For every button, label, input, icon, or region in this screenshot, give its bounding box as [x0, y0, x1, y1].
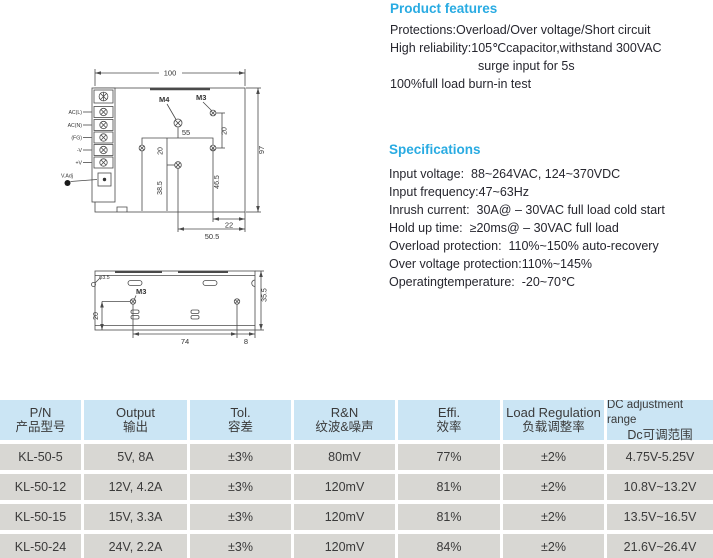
dim-hole-span: 74: [181, 337, 189, 346]
col-header-en: Output: [115, 405, 156, 420]
product-features-section: Product features Protections:Overload/Ov…: [390, 1, 712, 93]
terminal-label-minusv: -V: [77, 148, 83, 154]
spec-line-overload-protection: Overload protection: 110%~150% auto-reco…: [389, 239, 659, 253]
col-header-tolerance: Tol. 容差: [190, 400, 291, 440]
col-header-zh: 容差: [227, 420, 253, 434]
side-screw-label-m3: M3: [136, 287, 146, 296]
side-view-drawing: φ3.5 M3 20 74 8 35.5: [91, 270, 269, 346]
spec-line-inrush-current: Inrush current: 30A@ – 30VAC full load c…: [389, 203, 665, 217]
spec-line-holdup-time: Hold up time: ≥20ms@ – 30VAC full load: [389, 221, 619, 235]
cell-load-regulation: ±2%: [503, 534, 604, 558]
col-header-zh: 输出: [122, 420, 148, 434]
dim-hole-span-x: 55: [182, 128, 190, 137]
cell-pn: KL-50-15: [0, 504, 81, 530]
col-header-load-regulation: Load Regulation 负载调整率: [503, 400, 604, 440]
spec-line-operating-temperature: Operatingtemperature: -20~70℃: [389, 275, 576, 289]
model-spec-table: P/N 产品型号 Output 输出 Tol. 容差 R&N 纹波&噪声 Eff…: [0, 400, 713, 558]
col-header-zh: 负载调整率: [522, 420, 585, 434]
dim-center-hole-x: 50.5: [205, 232, 220, 241]
terminal-label-acn: AC(N): [68, 123, 83, 129]
spec-line-overvoltage-protection: Over voltage protection:110%~145%: [389, 257, 593, 271]
screw-label-m3: M3: [196, 93, 206, 102]
col-header-en: R&N: [330, 405, 359, 420]
col-header-en: Load Regulation: [506, 405, 601, 420]
col-header-output: Output 输出: [84, 400, 187, 440]
cell-ripple-noise: 120mV: [294, 504, 395, 530]
dim-center-offset: 20: [158, 147, 165, 155]
cell-efficiency: 81%: [398, 474, 500, 500]
col-header-en: Tol.: [230, 405, 251, 420]
cell-ripple-noise: 120mV: [294, 474, 395, 500]
col-header-zh: 纹波&噪声: [315, 420, 374, 434]
cell-load-regulation: ±2%: [503, 444, 604, 470]
col-header-en: DC adjustment range: [607, 400, 684, 426]
cell-pn: KL-50-5: [0, 444, 81, 470]
col-header-zh: 产品型号: [15, 420, 66, 434]
dim-hole-from-bottom: 20: [93, 312, 100, 320]
hole-diameter-label: φ3.5: [99, 275, 110, 281]
cell-tolerance: ±3%: [190, 534, 291, 558]
dim-left-hole: 38.5: [157, 181, 164, 195]
feature-line-reliability: High reliability:105℃capacitor,withstand…: [390, 41, 662, 55]
vadj-label: V.Adj: [61, 174, 73, 180]
cell-output: 15V, 3.3A: [84, 504, 187, 530]
col-header-zh: Dc可调范围: [627, 427, 693, 442]
cell-dc-adjust-range: 21.6V~26.4V: [607, 534, 713, 558]
cell-dc-adjust-range: 4.75V-5.25V: [607, 444, 713, 470]
feature-line-protections: Protections:Overload/Over voltage/Short …: [390, 23, 651, 37]
cell-pn: KL-50-24: [0, 534, 81, 558]
cell-tolerance: ±3%: [190, 444, 291, 470]
terminal-label-acl: AC(L): [68, 110, 82, 116]
col-header-en: P/N: [29, 405, 52, 420]
cell-load-regulation: ±2%: [503, 474, 604, 500]
cell-tolerance: ±3%: [190, 504, 291, 530]
cell-output: 5V, 8A: [84, 444, 187, 470]
col-header-dc-adjust-range: DC adjustment range Dc可调范围: [607, 400, 713, 442]
cell-ripple-noise: 120mV: [294, 534, 395, 558]
cell-efficiency: 77%: [398, 444, 500, 470]
cell-efficiency: 81%: [398, 504, 500, 530]
col-header-pn: P/N 产品型号: [0, 400, 81, 440]
dim-right-inset-side: 8: [244, 337, 248, 346]
screw-label-m4: M4: [159, 95, 170, 104]
dim-overall-depth: 97: [257, 146, 266, 154]
col-header-efficiency: Effi. 效率: [398, 400, 500, 440]
dim-m3-inset: 20: [222, 127, 229, 135]
dim-overall-width: 100: [164, 69, 177, 78]
terminal-label-fg: (FG): [71, 135, 82, 141]
dim-right-hole: 46.5: [214, 175, 221, 189]
top-view-drawing: 100 97 M4 M3 55 20 20 38.5 46.5 22 50.5 …: [61, 69, 266, 242]
col-header-ripple-noise: R&N 纹波&噪声: [294, 400, 395, 440]
cell-load-regulation: ±2%: [503, 504, 604, 530]
cell-tolerance: ±3%: [190, 474, 291, 500]
col-header-en: Effi.: [437, 405, 461, 420]
spec-line-input-frequency: Input frequency:47~63Hz: [389, 185, 530, 199]
feature-line-surge: surge input for 5s: [478, 59, 575, 73]
cell-ripple-noise: 80mV: [294, 444, 395, 470]
cell-output: 12V, 4.2A: [84, 474, 187, 500]
cell-efficiency: 84%: [398, 534, 500, 558]
terminal-label-plusv: +V: [76, 160, 83, 166]
cell-pn: KL-50-12: [0, 474, 81, 500]
cell-output: 24V, 2.2A: [84, 534, 187, 558]
dim-overall-height-side: 35.5: [262, 288, 269, 302]
spec-line-input-voltage: Input voltage: 88~264VAC, 124~370VDC: [389, 167, 621, 181]
specifications-section: Specifications Input voltage: 88~264VAC,…: [389, 142, 713, 291]
col-header-zh: 效率: [436, 420, 462, 434]
features-title: Product features: [390, 1, 498, 16]
specifications-title: Specifications: [389, 142, 481, 157]
cell-dc-adjust-range: 10.8V~13.2V: [607, 474, 713, 500]
cell-dc-adjust-range: 13.5V~16.5V: [607, 504, 713, 530]
dim-right-inset: 22: [225, 221, 233, 230]
feature-line-burnin: 100%full load burn-in test: [390, 77, 532, 91]
